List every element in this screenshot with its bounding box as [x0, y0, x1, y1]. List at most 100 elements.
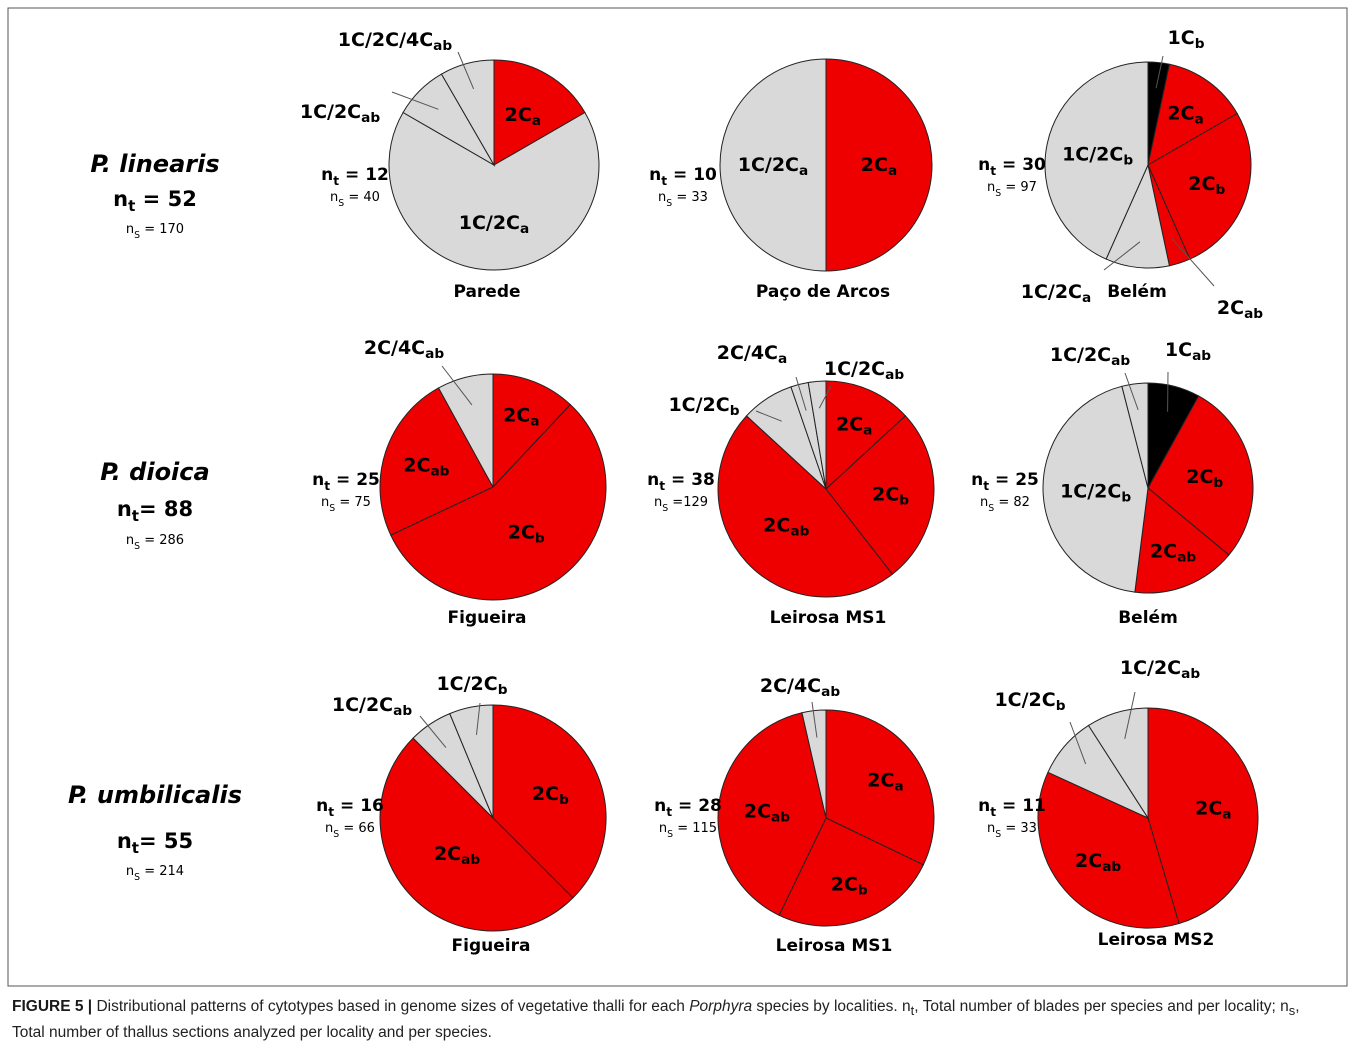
species-sections: nS = 214 [126, 864, 184, 883]
leader-line [475, 702, 481, 735]
leader-line [811, 701, 818, 738]
slice-label-part: 2C [872, 483, 899, 505]
slice-label: 1Cab [1165, 339, 1211, 365]
slice-label: 2Cb [1186, 466, 1223, 492]
slice-label-sub: a [1195, 111, 1204, 127]
slice-label: 2Cab [434, 842, 480, 868]
blade-count: nt = 25 [971, 470, 1039, 493]
pie-slice [449, 704, 494, 819]
frame [7, 7, 1348, 987]
slice-label: 1C/2Cab [1050, 344, 1131, 370]
slice-label-part: 2C [1188, 173, 1215, 195]
species-count-part: = 52 [135, 187, 196, 211]
slice-label-part: 2C/4C [364, 337, 425, 359]
section-count-part: n [659, 821, 667, 836]
slice-label: 2Ca [505, 103, 541, 129]
slice-label-sub: a [520, 221, 529, 237]
blade-count-sub: t [324, 479, 330, 493]
slice-label-sub: ab [361, 110, 380, 126]
section-count-part: = 33 [1001, 821, 1037, 836]
pie-title: Figueira [452, 936, 531, 956]
section-count-part: = 75 [335, 495, 371, 510]
blade-count-part: = 28 [672, 796, 722, 816]
slice-label-part: 2C [744, 800, 771, 822]
slice-label-part: 2C [1150, 540, 1177, 562]
slice-label: 1C/2Cab [300, 101, 381, 127]
slice-label-part: 1C/2C [994, 689, 1055, 711]
slice-label-sub: ab [425, 346, 444, 362]
slice-label-part: 1C/2C/4C [338, 29, 433, 51]
pie-slice [1147, 63, 1238, 166]
slice-label: 2Cab [1075, 850, 1121, 876]
pie-slice [1147, 707, 1259, 925]
blade-count: nt = 38 [647, 470, 715, 493]
section-count: nS = 66 [325, 821, 375, 840]
slice-label-part: 2C [831, 873, 858, 895]
blade-count-part: = 25 [989, 470, 1039, 490]
species-sections: nS = 286 [126, 533, 184, 552]
section-count-part: n [980, 495, 988, 510]
section-count: nS = 33 [987, 821, 1037, 840]
slice-label: 2C/4Cab [364, 337, 445, 363]
species-sections-sub: S [134, 872, 140, 883]
pie-slice [825, 709, 935, 866]
blade-count-sub: t [333, 174, 339, 188]
slice-label-part: 1C/2C [738, 154, 799, 176]
slice-label: 1C/2Cb [1062, 143, 1133, 169]
species-sections-sub: S [134, 230, 140, 241]
slice-label-part: 2C [1186, 466, 1213, 488]
slice-label-sub: a [530, 414, 539, 430]
slice-label: 2Ca [1195, 797, 1231, 823]
species-sections-part: = 214 [140, 864, 184, 879]
section-count-part: n [321, 495, 329, 510]
slice-label: 1C/2Ca [459, 211, 530, 237]
leader-line [795, 376, 807, 411]
section-count-sub: S [338, 198, 344, 209]
slice-label-part: 2C [505, 103, 532, 125]
slice-label: 1C/2Cab [332, 694, 413, 720]
slice-label-sub: b [899, 492, 909, 508]
slice-label-part: 2C [861, 154, 888, 176]
species-sections: nS = 170 [126, 222, 184, 241]
slice-label: 2Cab [403, 454, 449, 480]
section-count-sub: S [662, 503, 668, 514]
slice-label: 1C/2Cb [1060, 480, 1131, 506]
pie-slice [390, 403, 607, 601]
leader-line [1069, 721, 1087, 765]
slice-label: 2Ca [1167, 102, 1203, 128]
section-count-sub: S [329, 503, 335, 514]
caption-part: FIGURE 5 | [12, 998, 93, 1015]
slice-label: 1C/2Ca [1021, 281, 1092, 307]
pie-slice [440, 59, 495, 167]
slice-label: 2Cb [1188, 173, 1225, 199]
pie-title: Leirosa MS1 [770, 608, 887, 628]
slice-label: 2Cab [1217, 297, 1263, 323]
slice-label-part: 1C/2C [824, 358, 885, 380]
slice-label: 2Ca [861, 154, 897, 180]
slice-label: 1C/2Ca [738, 154, 809, 180]
blade-count-part: = 10 [667, 165, 717, 185]
slice-label-sub: ab [885, 367, 904, 383]
caption-part: species by localities. n [752, 998, 911, 1015]
slice-label-part: 1C [1168, 27, 1195, 49]
pie-title: Paço de Arcos [756, 282, 890, 302]
species-name: P. linearis [90, 150, 219, 178]
slice-label-part: 2C [836, 413, 863, 435]
species-count-part: n [117, 497, 132, 521]
slice-label: 1C/2Cb [994, 689, 1065, 715]
leader-line [755, 410, 782, 422]
species-sections-part: n [126, 864, 134, 879]
caption-part: s [1288, 1003, 1296, 1019]
blade-count-part: = 16 [334, 796, 384, 816]
pie-slice [379, 387, 494, 536]
species-count-part: = 55 [139, 829, 193, 853]
blade-count-sub: t [983, 479, 989, 493]
slice-label-sub: ab [1102, 859, 1121, 875]
slice-label: 1Cb [1168, 27, 1205, 53]
pie-title: Leirosa MS1 [776, 936, 893, 956]
caption-part: , Total number of thallus sections analy… [12, 998, 1300, 1042]
pie-slice [379, 737, 574, 932]
species-sections-part: = 286 [140, 533, 184, 548]
slice-label-sub: ab [461, 852, 480, 868]
blade-count-part: n [649, 165, 661, 185]
